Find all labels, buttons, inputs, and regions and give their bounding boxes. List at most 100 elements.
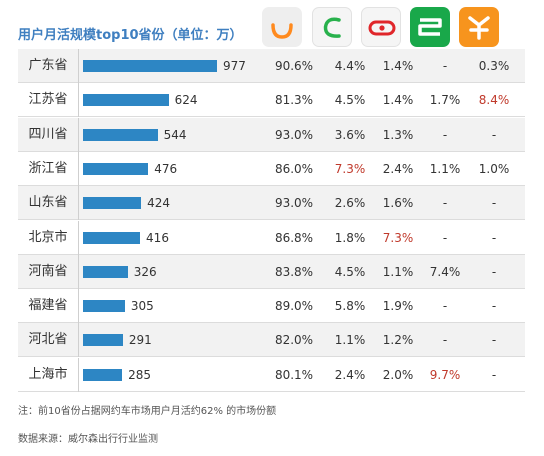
share-cell: -: [491, 127, 497, 142]
share-cell: 3.6%: [334, 127, 366, 142]
share-cell: 2.4%: [382, 161, 414, 176]
share-cell: 1.1%: [334, 333, 366, 348]
bar-value-label: 424: [147, 196, 171, 211]
share-cell: 1.1%: [429, 161, 461, 176]
share-cell: -: [491, 299, 497, 314]
share-cell: 7.4%: [429, 264, 461, 279]
bar-value-label: 285: [128, 367, 151, 382]
share-cell: 90.6%: [274, 59, 314, 73]
row-divider: [18, 219, 525, 221]
column-divider: [78, 357, 79, 392]
bar: [83, 231, 141, 244]
table-row: 河南省 326 83.8% 4.5% 1.1% 7.4% -: [18, 254, 525, 289]
row-divider: [18, 253, 525, 255]
share-cell: 1.9%: [382, 299, 414, 314]
bar-value-label: 476: [154, 161, 178, 176]
share-cell: 1.0%: [478, 161, 510, 176]
table-row: 上海市 285 80.1% 2.4% 2.0% 9.7% -: [18, 357, 525, 392]
bar-value-label: 291: [128, 333, 152, 348]
share-cell: 2.6%: [334, 196, 366, 211]
bar: [83, 265, 128, 278]
province-label: 江苏省: [28, 92, 68, 108]
share-cell: -: [491, 333, 497, 348]
province-label: 北京市: [28, 229, 68, 245]
province-label: 河南省: [28, 263, 68, 279]
share-cell: 83.8%: [274, 264, 314, 279]
table-row: 江苏省 624 81.3% 4.5% 1.4% 1.7% 8.4%: [18, 83, 525, 118]
share-cell: 1.7%: [429, 93, 461, 108]
bar-value-label: 326: [133, 264, 157, 279]
share-cell: 7.3%: [382, 230, 414, 245]
share-cell: -: [491, 264, 497, 279]
province-label: 浙江省: [28, 160, 68, 176]
share-cell: 2.4%: [334, 367, 366, 382]
share-cell: 5.8%: [334, 299, 366, 314]
column-divider: [78, 49, 79, 83]
didi-icon: [262, 7, 302, 47]
share-cell: 93.0%: [274, 196, 314, 211]
share-cell: 93.0%: [274, 127, 314, 142]
row-divider: [18, 356, 525, 358]
bar: [83, 334, 123, 347]
share-cell: 9.7%: [429, 367, 461, 382]
share-cell: 1.8%: [334, 230, 366, 245]
table-row: 广东省 977 90.6% 4.4% 1.4% - 0.3%: [18, 49, 525, 83]
bar-value-label: 544: [163, 127, 187, 142]
province-label: 广东省: [28, 58, 68, 73]
row-divider: [18, 184, 525, 186]
share-cell: 7.3%: [334, 161, 366, 176]
share-cell: 4.5%: [334, 93, 366, 108]
column-divider: [78, 151, 79, 186]
bar: [83, 368, 123, 381]
share-cell: 1.2%: [382, 333, 414, 348]
chart-title: 用户月活规模top10省份（单位：万）: [18, 28, 243, 43]
column-divider: [78, 220, 79, 255]
share-cell: -: [442, 59, 448, 73]
share-cell: -: [442, 230, 448, 245]
share-cell: 0.3%: [478, 59, 510, 73]
table-row: 浙江省 476 86.0% 7.3% 2.4% 1.1% 1.0%: [18, 151, 525, 186]
caocao-icon: [312, 7, 352, 47]
share-cell: -: [442, 299, 448, 314]
bar: [83, 162, 149, 175]
share-cell: 82.0%: [274, 333, 314, 348]
table-row: 北京市 416 86.8% 1.8% 7.3% - -: [18, 220, 525, 255]
share-cell: 1.3%: [382, 127, 414, 142]
column-divider: [78, 117, 79, 152]
share-cell: 86.0%: [274, 161, 314, 176]
table-row: 河北省 291 82.0% 1.1% 1.2% - -: [18, 323, 525, 358]
share-cell: -: [442, 127, 448, 142]
row-divider: [18, 287, 525, 289]
share-cell: 81.3%: [274, 93, 314, 108]
column-divider: [78, 254, 79, 289]
row-divider: [18, 82, 525, 83]
row-divider: [18, 150, 525, 152]
bar-value-label: 416: [146, 230, 169, 245]
column-divider: [78, 323, 79, 358]
share-cell: 1.1%: [382, 264, 414, 279]
data-source: 数据来源：威尔森出行行业监测: [18, 434, 158, 445]
column-divider: [78, 186, 79, 221]
share-cell: 1.6%: [382, 196, 414, 211]
column-divider: [78, 83, 79, 118]
share-cell: 86.8%: [274, 230, 314, 245]
share-cell: 2.0%: [382, 367, 414, 382]
province-label: 福建省: [28, 298, 68, 314]
table-row: 山东省 424 93.0% 2.6% 1.6% - -: [18, 186, 525, 221]
bar: [83, 197, 142, 210]
row-divider: [18, 390, 525, 392]
table-row: 四川省 544 93.0% 3.6% 1.3% - -: [18, 117, 525, 152]
car-icon: [361, 7, 401, 47]
row-divider: [18, 322, 525, 324]
bar: [83, 94, 169, 107]
share-cell: 80.1%: [274, 367, 314, 382]
province-label: 河北省: [28, 332, 68, 348]
share-cell: -: [442, 333, 448, 348]
province-label: 山东省: [28, 195, 68, 211]
bar-value-label: 977: [223, 59, 246, 73]
table-row: 福建省 305 89.0% 5.8% 1.9% - -: [18, 289, 525, 324]
bar-value-label: 624: [174, 93, 198, 108]
shenzhou-icon: [459, 7, 499, 47]
share-cell: 1.4%: [382, 93, 414, 108]
share-cell: -: [491, 196, 497, 211]
